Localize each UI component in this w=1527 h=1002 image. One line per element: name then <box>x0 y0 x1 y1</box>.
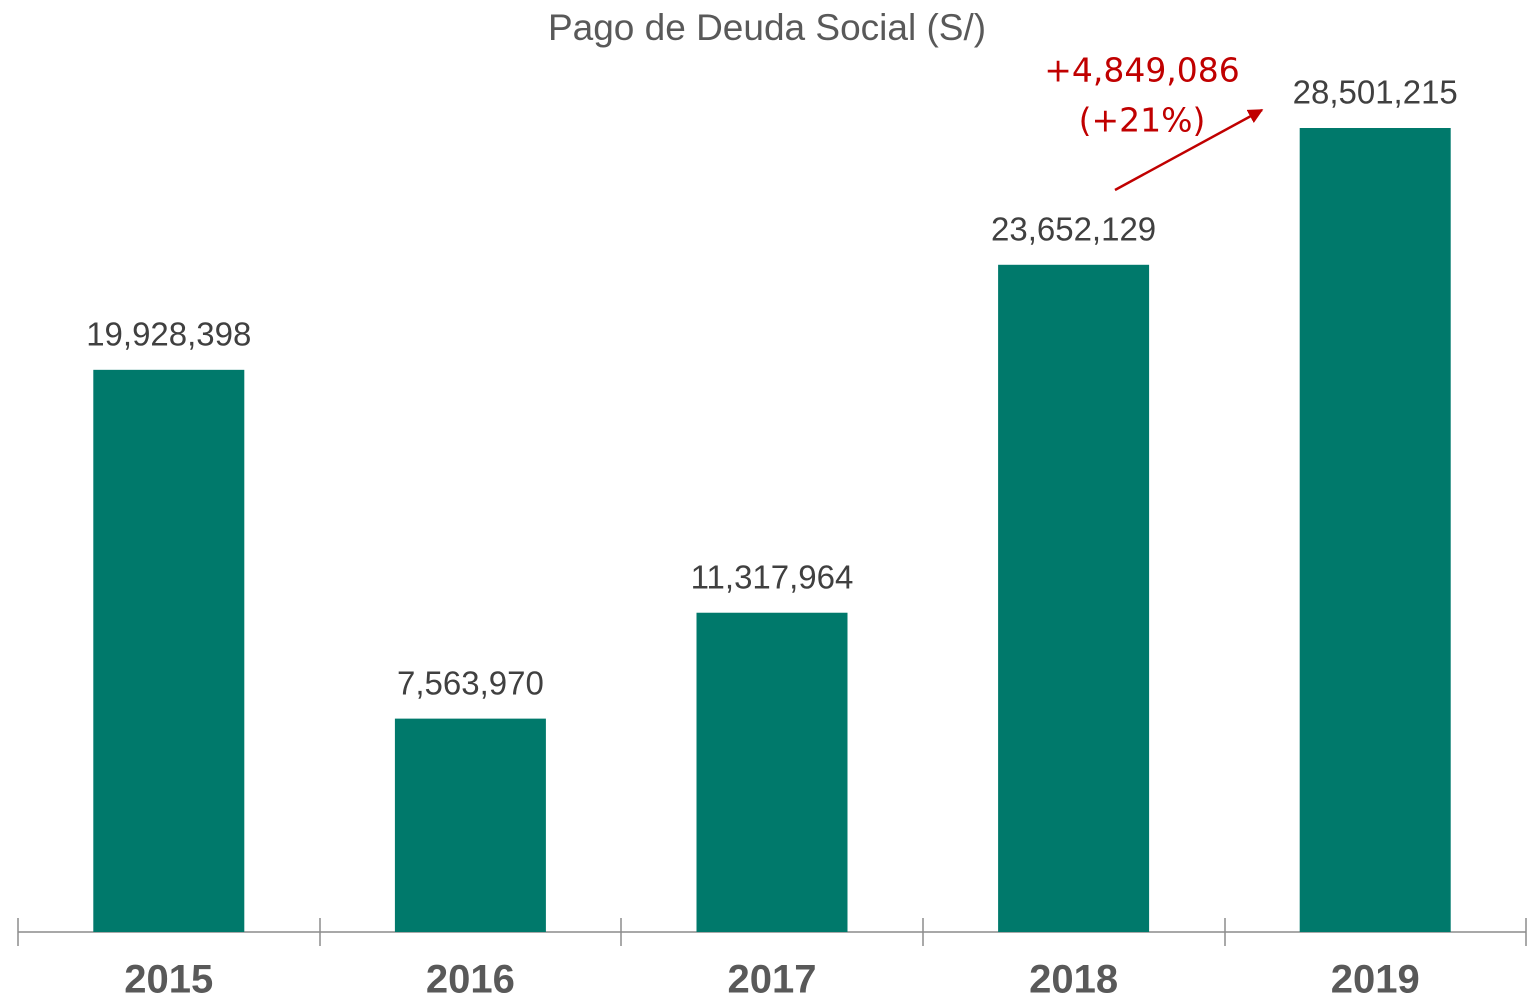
x-tick-label: 2019 <box>1331 958 1420 1002</box>
x-tick-label: 2018 <box>1029 958 1118 1002</box>
chart-title: Pago de Deuda Social (S/) <box>548 7 986 48</box>
x-tick-label: 2016 <box>426 958 515 1002</box>
data-label: 11,317,964 <box>691 558 854 595</box>
data-label: 23,652,129 <box>991 211 1156 248</box>
bar <box>394 718 546 932</box>
bar <box>696 612 848 932</box>
annotation: (+21%) <box>1079 101 1206 140</box>
bar <box>93 369 245 932</box>
data-label: 7,563,970 <box>397 664 544 701</box>
x-tick-label: 2015 <box>124 958 213 1002</box>
annotation: +4,849,086 <box>1044 51 1240 90</box>
bar <box>1299 128 1451 932</box>
x-tick-label: 2017 <box>728 958 817 1002</box>
data-label: 19,928,398 <box>86 316 251 353</box>
data-label: 28,501,215 <box>1293 74 1458 111</box>
bar <box>998 264 1150 932</box>
x-ticks <box>17 918 1527 946</box>
annotation-arrow <box>1114 108 1264 192</box>
